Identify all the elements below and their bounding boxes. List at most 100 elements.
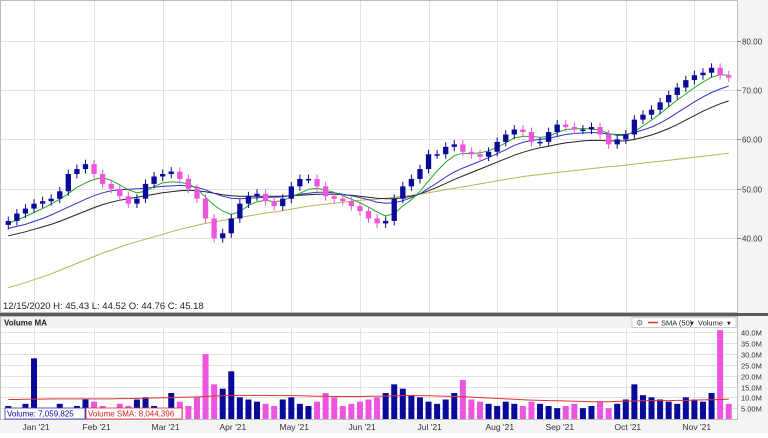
candle-body — [348, 201, 355, 207]
candle-body — [717, 67, 723, 76]
candle-body — [623, 134, 629, 140]
legend-volume-menu-icon[interactable]: ▾ — [727, 319, 731, 328]
candle-body — [400, 186, 406, 199]
volume-bar — [708, 393, 715, 419]
volume-bar — [537, 403, 544, 419]
candle-body — [14, 213, 20, 221]
price-panel[interactable] — [0, 0, 738, 313]
volume-bar — [382, 393, 389, 419]
candle-body — [142, 183, 149, 199]
volume-bar — [674, 403, 681, 419]
candle-body — [331, 196, 337, 199]
time-axis-label: Sep '21 — [546, 422, 575, 432]
candle-body — [503, 134, 509, 142]
candle-body — [468, 151, 475, 155]
candle-body — [494, 141, 500, 152]
candle-body — [151, 176, 157, 184]
legend-volume-label: Volume — [698, 319, 723, 328]
volume-bar — [202, 354, 209, 419]
volume-bar — [699, 401, 706, 419]
volume-bar — [545, 406, 552, 419]
volume-bar — [588, 406, 595, 419]
volume-bar — [614, 403, 621, 419]
volume-sma-readout: Volume SMA: 8,044,396 — [88, 410, 175, 419]
volume-tick-label: 5.00M — [741, 405, 762, 414]
candle-body — [99, 174, 106, 184]
time-axis-label: Jan '21 — [23, 422, 50, 432]
candle-body — [5, 220, 11, 225]
time-axis-label: Oct '21 — [615, 422, 642, 432]
candle-body — [365, 211, 372, 219]
panel-divider[interactable] — [0, 313, 768, 316]
candle-body — [434, 154, 440, 156]
volume-bar — [31, 358, 38, 419]
volume-bar — [665, 401, 672, 419]
candle-body — [640, 114, 646, 120]
volume-bar — [348, 403, 355, 419]
candle-body — [683, 80, 689, 88]
candle-body — [605, 134, 612, 145]
candle-body — [48, 198, 54, 202]
volume-bar — [442, 399, 449, 419]
candle-body — [691, 75, 698, 81]
candle-body — [305, 178, 312, 181]
candle-body — [117, 188, 123, 197]
candle-body — [588, 127, 595, 130]
volume-bar — [485, 403, 492, 419]
candle-body — [82, 164, 89, 170]
price-tick-label: 50.00 — [742, 186, 763, 195]
time-axis-label: Mar '21 — [152, 422, 180, 432]
volume-bar — [631, 384, 638, 419]
volume-tick-label: 30.0M — [741, 351, 762, 360]
candle-body — [220, 233, 226, 239]
price-tick-label: 70.00 — [742, 87, 763, 96]
candle-body — [108, 183, 114, 189]
time-axis-label: Feb '21 — [83, 422, 111, 432]
volume-panel-header — [1, 317, 737, 328]
candle-body — [674, 87, 680, 95]
volume-bar — [476, 401, 483, 419]
candle-body — [537, 141, 543, 144]
candle-body — [177, 171, 183, 179]
volume-bar — [657, 399, 664, 419]
candle-body — [631, 119, 638, 135]
price-tick-label: 40.00 — [742, 235, 763, 244]
candle-body — [571, 127, 577, 130]
chevron-down-icon[interactable]: ▾ — [690, 319, 694, 328]
time-axis-labels: Jan '21 Feb '21 Mar '21 Apr '21 May '21 Jun '… — [23, 422, 712, 432]
candle-body — [657, 102, 663, 110]
candle-body — [91, 164, 97, 174]
candle-body — [39, 201, 46, 204]
volume-bar — [725, 403, 732, 419]
candle-body — [700, 72, 706, 76]
candle-body — [545, 132, 552, 142]
volume-bar — [185, 406, 192, 419]
volume-bar — [511, 403, 518, 419]
candle-body — [185, 178, 192, 189]
settings-icon[interactable]: ⚙ — [636, 319, 643, 328]
candle-body — [134, 198, 140, 204]
candle-body — [648, 109, 655, 115]
volume-bar — [416, 397, 423, 419]
volume-legend[interactable] — [631, 317, 737, 328]
volume-bar — [322, 393, 329, 419]
candle-body — [666, 94, 672, 103]
candle-body — [528, 132, 535, 142]
volume-bar — [296, 403, 303, 419]
candle-body — [408, 178, 415, 187]
candle-body — [382, 220, 389, 224]
ohlc-readout: 12/15/2020 H: 45.43 L: 44.52 O: 44.76 C:… — [3, 301, 204, 312]
volume-bar — [219, 388, 226, 419]
time-axis-label: Jul '21 — [418, 422, 443, 432]
candle-body — [597, 127, 603, 135]
volume-bar — [236, 397, 243, 419]
candle-body — [194, 188, 200, 199]
volume-bar — [622, 399, 629, 419]
volume-tick-label: 40.0M — [741, 329, 762, 338]
candle-body — [451, 144, 457, 147]
time-axis — [0, 420, 768, 433]
volume-bar — [305, 406, 312, 419]
candle-body — [202, 198, 209, 219]
